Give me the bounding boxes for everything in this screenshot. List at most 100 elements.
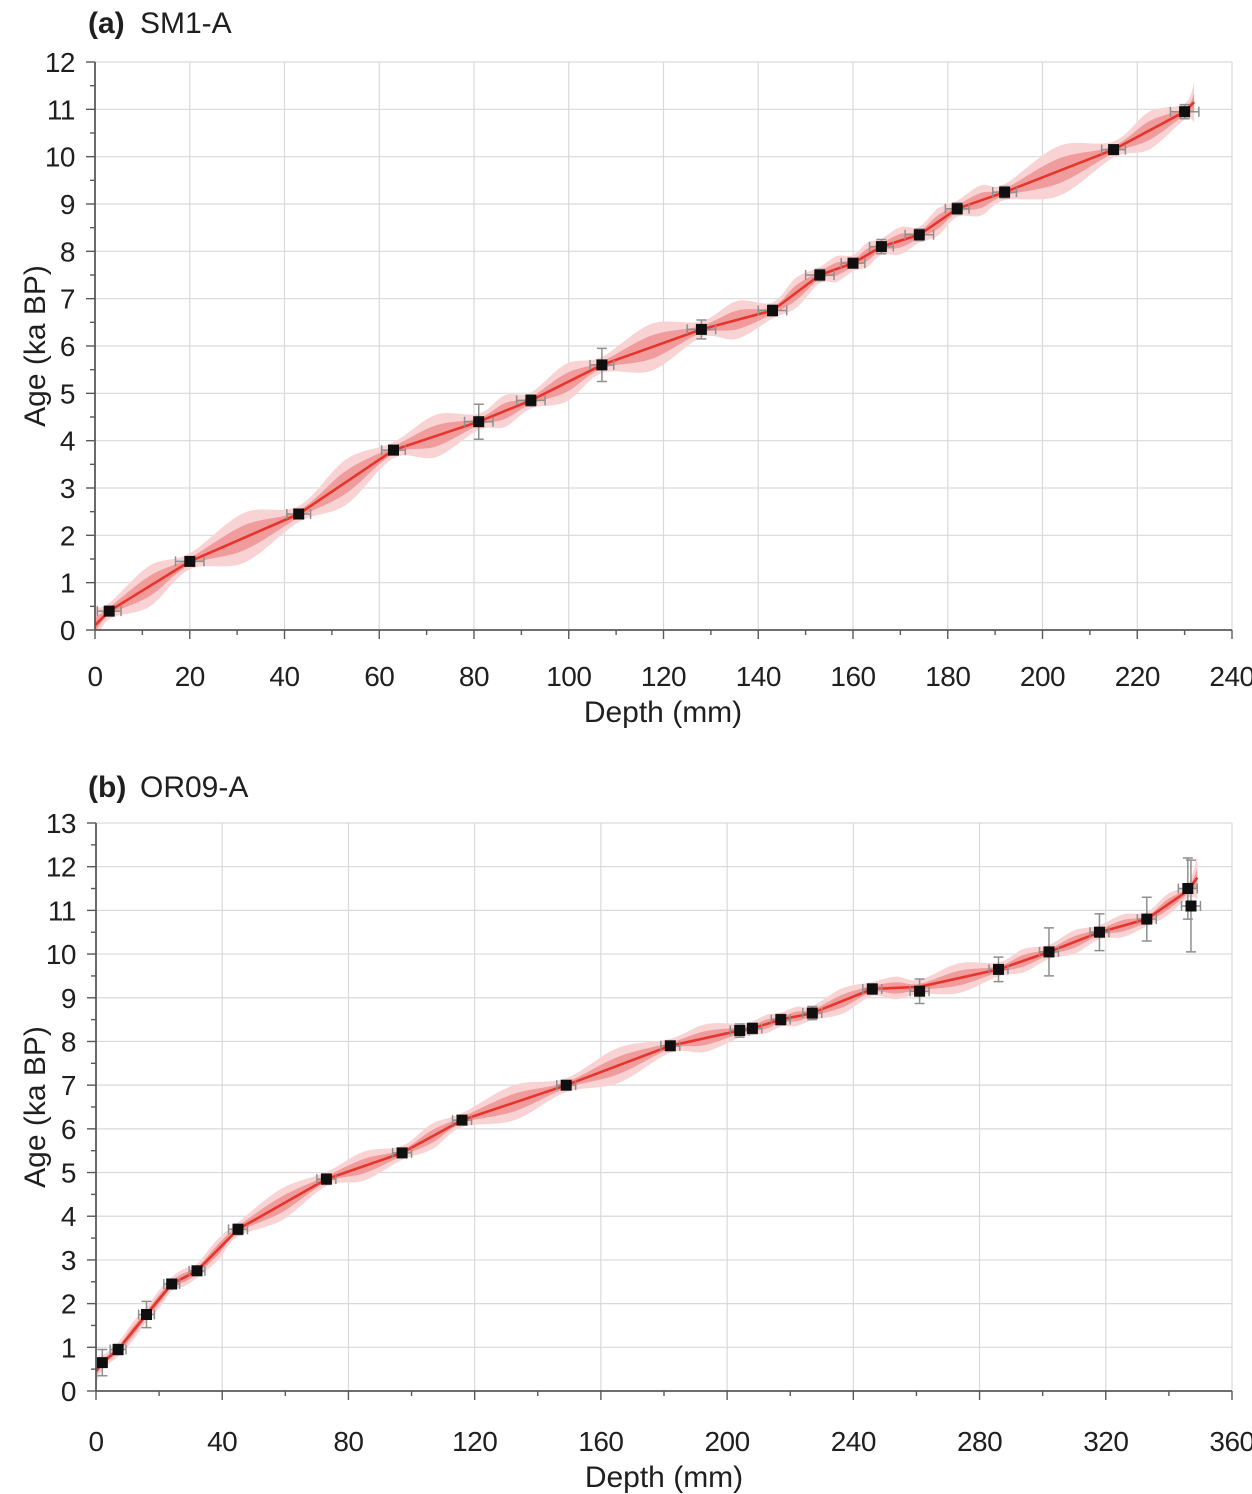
y-tick-label: 5: [60, 378, 75, 409]
x-tick-label: 200: [704, 1426, 749, 1457]
y-tick-label: 7: [61, 1070, 76, 1101]
x-tick-label: 100: [546, 661, 591, 692]
confidence-band-outer: [95, 82, 1195, 630]
data-point-marker: [388, 444, 399, 456]
chart-b-panel: (b) OR09-A 0 40 80 120 160 200 240 280 320 360012…: [19, 771, 1252, 1494]
y-tick-label: 3: [61, 1245, 76, 1276]
data-point-marker: [1185, 900, 1197, 912]
y-tick-label: 2: [61, 1289, 76, 1320]
data-point-marker: [560, 1079, 572, 1091]
data-point-marker: [847, 257, 859, 269]
y-tick-label: 10: [45, 142, 75, 173]
x-tick-label: 220: [1115, 661, 1160, 692]
y-tick-label: 1: [60, 568, 75, 599]
y-tick-label: 11: [47, 94, 75, 125]
chart-a-panel: (a) SM1-A 0 20 40 60 80 100 120 140 160 180 200 220…: [19, 7, 1252, 729]
y-tick-label: 11: [48, 895, 76, 926]
y-tick-label: 7: [60, 284, 75, 315]
data-point-marker: [320, 1173, 332, 1185]
data-point-marker: [596, 359, 608, 371]
y-tick-label: 8: [60, 236, 75, 267]
x-tick-label: 160: [578, 1426, 623, 1457]
chart-b-title: OR09-A: [140, 771, 248, 804]
x-tick-label: 120: [452, 1426, 497, 1457]
data-point-marker: [695, 323, 707, 335]
data-point-marker: [767, 305, 778, 316]
x-tick-label: 180: [925, 661, 970, 692]
x-tick-label: 20: [175, 661, 205, 692]
data-point-marker: [1108, 144, 1120, 156]
y-tick-label: 8: [61, 1027, 76, 1058]
data-point-marker: [866, 983, 878, 995]
chart-b-x-axis-title: Depth (mm): [585, 1461, 743, 1494]
data-point-marker: [525, 394, 537, 406]
y-tick-label: 0: [60, 615, 75, 646]
x-tick-label: 240: [831, 1426, 876, 1457]
confidence-band-inner: [96, 868, 1198, 1377]
x-tick-label: 80: [333, 1426, 363, 1457]
data-point-marker: [664, 1040, 676, 1052]
x-tick-label: 280: [957, 1426, 1002, 1457]
chart-a-tick-labels: 0 20 40 60 80 100 120 140 160 180 200 220 2400123456…: [45, 47, 1252, 692]
y-tick-label: 9: [60, 189, 75, 220]
chart-b-title-prefix: (b): [88, 771, 126, 804]
data-point-marker: [141, 1309, 152, 1320]
y-tick-label: 5: [61, 1158, 76, 1189]
y-tick-label: 3: [60, 473, 75, 504]
data-point-marker: [746, 1022, 758, 1034]
data-point-marker: [1182, 883, 1194, 894]
y-tick-label: 0: [61, 1376, 76, 1407]
data-point-marker: [806, 1007, 818, 1019]
data-point-marker: [814, 269, 826, 281]
data-point-marker: [1043, 946, 1055, 958]
data-point-marker: [913, 229, 925, 241]
data-point-marker: [1179, 106, 1191, 118]
y-tick-label: 4: [60, 426, 75, 457]
x-tick-label: 120: [641, 661, 686, 692]
x-tick-label: 0: [87, 661, 102, 692]
x-tick-label: 200: [1020, 661, 1065, 692]
data-point-marker: [103, 605, 115, 617]
y-tick-label: 4: [61, 1201, 76, 1232]
x-tick-label: 320: [1083, 1426, 1128, 1457]
y-tick-label: 1: [61, 1332, 76, 1363]
confidence-band-outer: [96, 856, 1198, 1385]
x-tick-label: 240: [1209, 661, 1252, 692]
chart-b-plot-area: [96, 856, 1199, 1385]
chart-a-title-prefix: (a): [88, 7, 125, 40]
data-point-marker: [293, 508, 305, 520]
data-point-marker: [96, 1357, 108, 1369]
y-tick-label: 9: [61, 983, 76, 1014]
data-point-marker: [875, 241, 887, 253]
y-tick-label: 2: [60, 520, 75, 551]
data-point-marker: [396, 1147, 408, 1159]
data-point-marker: [166, 1278, 178, 1290]
data-point-marker: [1141, 913, 1153, 925]
y-tick-label: 10: [46, 939, 76, 970]
data-point-marker: [734, 1025, 746, 1036]
chart-a-title: SM1-A: [140, 7, 232, 40]
chart-b-gridlines: [96, 822, 1233, 1391]
data-point-marker: [914, 985, 926, 997]
y-tick-label: 12: [45, 47, 75, 78]
data-point-marker: [232, 1223, 244, 1235]
y-tick-label: 6: [60, 331, 75, 362]
chart-a-x-axis-title: Depth (mm): [584, 696, 742, 729]
x-tick-label: 160: [830, 661, 875, 692]
data-point-marker: [191, 1265, 203, 1277]
chart-a-data-marks: [96, 103, 1200, 617]
x-tick-label: 40: [207, 1426, 237, 1457]
x-tick-label: 40: [269, 661, 299, 692]
chart-b-data-marks: [96, 857, 1202, 1377]
data-point-marker: [951, 203, 963, 215]
x-tick-label: 60: [364, 661, 394, 692]
data-point-marker: [184, 555, 196, 567]
chart-b-y-axis-title: Age (ka BP): [19, 1026, 52, 1188]
data-point-marker: [112, 1344, 124, 1355]
data-point-marker: [993, 963, 1004, 975]
y-tick-label: 12: [46, 852, 76, 883]
chart-a-plot-area: [95, 82, 1196, 630]
chart-a-axes: [86, 61, 1233, 639]
x-tick-label: 360: [1209, 1426, 1252, 1457]
